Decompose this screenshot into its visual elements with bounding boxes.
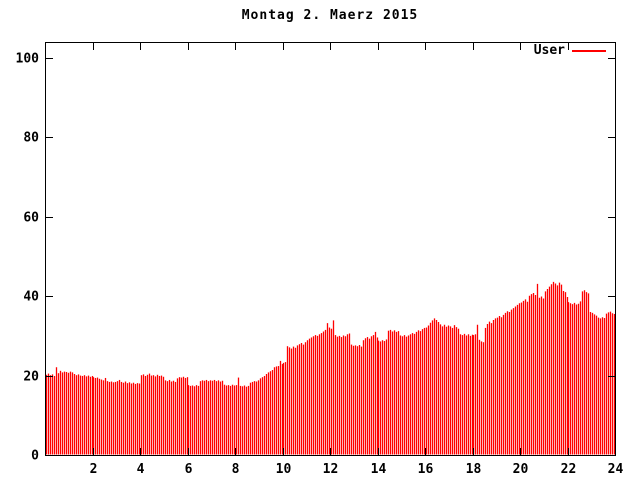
y-tick-label: 0	[31, 449, 39, 464]
x-tick-label: 4	[137, 462, 145, 477]
x-tick-label: 10	[276, 462, 292, 477]
plot-border	[45, 42, 616, 456]
x-tick-label: 14	[371, 462, 387, 477]
y-tick-label: 40	[23, 290, 39, 305]
x-tick-label: 2	[90, 462, 98, 477]
x-tick-label: 16	[418, 462, 434, 477]
legend: User	[534, 43, 606, 58]
x-tick-label: 18	[466, 462, 482, 477]
legend-line-sample	[572, 49, 606, 52]
x-tick-label: 6	[185, 462, 193, 477]
y-tick-label: 80	[23, 131, 39, 146]
chart-title: Montag 2. Maerz 2015	[241, 8, 419, 23]
x-tick-label: 24	[608, 462, 624, 477]
y-tick-label: 60	[23, 211, 39, 226]
y-tick-label: 100	[16, 52, 40, 67]
x-tick-label: 20	[513, 462, 529, 477]
x-tick-label: 12	[323, 462, 339, 477]
user-series-bars	[45, 281, 616, 455]
y-tick-label: 20	[23, 370, 39, 385]
legend-user-label: User	[533, 43, 565, 58]
x-tick-label: 8	[232, 462, 240, 477]
x-tick-label: 22	[561, 462, 577, 477]
